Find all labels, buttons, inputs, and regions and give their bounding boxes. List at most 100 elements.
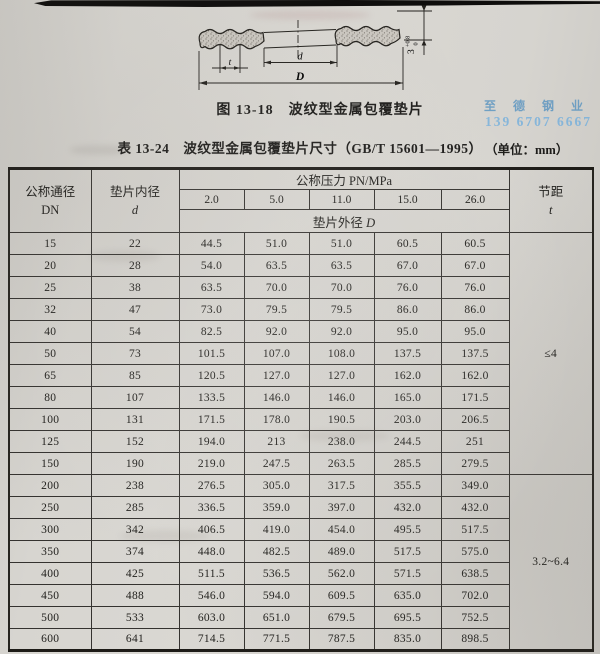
header-pressure-group: 公称压力 PN/MPa	[178, 168, 510, 190]
cell-outer-dia: 603.0	[178, 606, 245, 629]
gasket-table-body: 15 22 44.5 51.0 51.0 60.5 60.5 ≤4 20 28 54.0 63.5 63…	[8, 232, 594, 651]
cell-inner-dia: 54	[90, 320, 180, 343]
cell-outer-dia: 359.0	[243, 496, 310, 519]
cell-outer-dia: 162.0	[373, 364, 442, 387]
cell-outer-dia: 651.0	[243, 606, 310, 629]
cell-outer-dia: 536.5	[243, 562, 310, 585]
header-inner-dia-label: 垫片内径	[109, 184, 160, 199]
cell-dn: 300	[8, 518, 92, 541]
cell-outer-dia: 511.5	[178, 562, 245, 585]
table-row: 300 342 406.5 419.0 454.0 495.5 517.5	[8, 518, 593, 541]
header-pitch: 节距 t	[508, 168, 594, 233]
cell-outer-dia: 263.5	[308, 452, 375, 475]
table-row: 400 425 511.5 536.5 562.0 571.5 638.5	[8, 562, 593, 585]
header-dn-label: 公称通径	[25, 184, 76, 199]
cell-dn: 100	[8, 408, 92, 431]
gasket-dimensions-table: 公称通径 DN 垫片内径 d 公称压力 PN/MPa 节距 t	[8, 167, 595, 652]
cell-outer-dia: 251	[440, 430, 510, 453]
cell-outer-dia: 349.0	[440, 474, 510, 497]
header-pitch-label: 节距	[538, 184, 564, 199]
dim-d	[263, 45, 338, 67]
header-pressure-value: 11.0	[308, 189, 375, 210]
cell-outer-dia: 562.0	[308, 562, 375, 585]
cell-dn: 200	[8, 474, 92, 497]
cell-inner-dia: 85	[90, 364, 180, 387]
cell-outer-dia: 70.0	[243, 276, 310, 299]
header-dn: 公称通径 DN	[8, 168, 92, 233]
cell-outer-dia: 82.5	[178, 320, 245, 343]
cell-outer-dia: 546.0	[178, 584, 245, 607]
svg-text:+0.8: +0.8	[405, 36, 412, 47]
cell-outer-dia: 92.0	[308, 320, 375, 343]
cell-outer-dia: 355.5	[373, 474, 442, 497]
cell-outer-dia: 162.0	[440, 364, 510, 387]
cell-outer-dia: 317.5	[308, 474, 375, 497]
cell-dn: 40	[8, 320, 92, 343]
cell-outer-dia: 336.5	[178, 496, 245, 519]
cell-outer-dia: 406.5	[178, 518, 245, 541]
table-row: 125 152 194.0 213 238.0 244.5 251	[8, 430, 593, 453]
cell-outer-dia: 137.5	[440, 342, 510, 365]
table-row: 20 28 54.0 63.5 63.5 67.0 67.0	[8, 254, 593, 277]
header-outer-dia: 垫片外径 D	[178, 209, 510, 233]
cell-outer-dia: 127.0	[308, 364, 375, 387]
cell-outer-dia: 63.5	[243, 254, 310, 277]
cell-outer-dia: 571.5	[373, 562, 442, 585]
cell-outer-dia: 67.0	[440, 254, 510, 277]
cell-outer-dia: 178.0	[243, 408, 310, 431]
table-row: 200 238 276.5 305.0 317.5 355.5 349.0 3.2~6.4	[8, 474, 594, 651]
cell-outer-dia: 247.5	[243, 452, 310, 475]
svg-text:3: 3	[407, 49, 417, 54]
table-row: 40 54 82.5 92.0 92.0 95.0 95.0	[8, 320, 593, 343]
cell-dn: 150	[8, 452, 92, 475]
cell-outer-dia: 835.0	[373, 628, 442, 651]
cell-outer-dia: 95.0	[440, 320, 510, 343]
table-row: 65 85 120.5 127.0 127.0 162.0 162.0	[8, 364, 593, 387]
cell-outer-dia: 133.5	[178, 386, 245, 409]
cell-outer-dia: 575.0	[440, 540, 510, 563]
cell-outer-dia: 76.0	[440, 276, 510, 299]
cell-outer-dia: 190.5	[308, 408, 375, 431]
cell-dn: 25	[8, 276, 92, 299]
dim-thickness	[397, 5, 432, 55]
cell-outer-dia: 137.5	[373, 342, 442, 365]
dim-D	[198, 47, 404, 90]
cell-inner-dia: 425	[90, 562, 180, 585]
scan-edge-bar	[34, 0, 600, 7]
cell-outer-dia: 432.0	[440, 496, 510, 519]
table-row: 100 131 171.5 178.0 190.5 203.0 206.5	[8, 408, 593, 431]
cell-outer-dia: 489.0	[308, 540, 375, 563]
cell-outer-dia: 67.0	[373, 254, 442, 277]
cell-outer-dia: 79.5	[308, 298, 375, 321]
bore-edges	[263, 28, 337, 49]
cell-outer-dia: 695.5	[373, 606, 442, 629]
svg-text:0: 0	[413, 42, 420, 45]
cell-outer-dia: 771.5	[243, 628, 310, 651]
cell-dn: 500	[8, 606, 92, 629]
cell-inner-dia: 22	[90, 232, 180, 255]
cell-outer-dia: 86.0	[373, 298, 442, 321]
cell-inner-dia: 342	[90, 518, 180, 541]
dim-t	[212, 44, 248, 73]
table-row: 15 22 44.5 51.0 51.0 60.5 60.5 ≤4	[8, 232, 594, 475]
cell-inner-dia: 641	[90, 628, 180, 651]
cell-outer-dia: 70.0	[308, 276, 375, 299]
cell-outer-dia: 146.0	[308, 386, 375, 409]
cell-outer-dia: 638.5	[440, 562, 510, 585]
gasket-cross-section-figure: t d D 3 +0.8 0	[198, 5, 432, 90]
cell-dn: 350	[8, 540, 92, 563]
cell-outer-dia: 60.5	[373, 232, 442, 255]
cell-outer-dia: 517.5	[373, 540, 442, 563]
cell-dn: 50	[8, 342, 92, 365]
header-pitch-symbol: t	[549, 203, 553, 217]
table-row: 150 190 219.0 247.5 263.5 285.5 279.5	[8, 452, 593, 475]
cell-outer-dia: 495.5	[373, 518, 442, 541]
cell-outer-dia: 51.0	[243, 232, 310, 255]
cell-outer-dia: 86.0	[440, 298, 510, 321]
table-row: 32 47 73.0 79.5 79.5 86.0 86.0	[8, 298, 593, 321]
dim-thickness-label: 3 +0.8 0	[405, 36, 420, 54]
cell-outer-dia: 60.5	[440, 232, 510, 255]
header-pressure-value: 2.0	[178, 189, 245, 210]
cell-outer-dia: 73.0	[178, 298, 245, 321]
